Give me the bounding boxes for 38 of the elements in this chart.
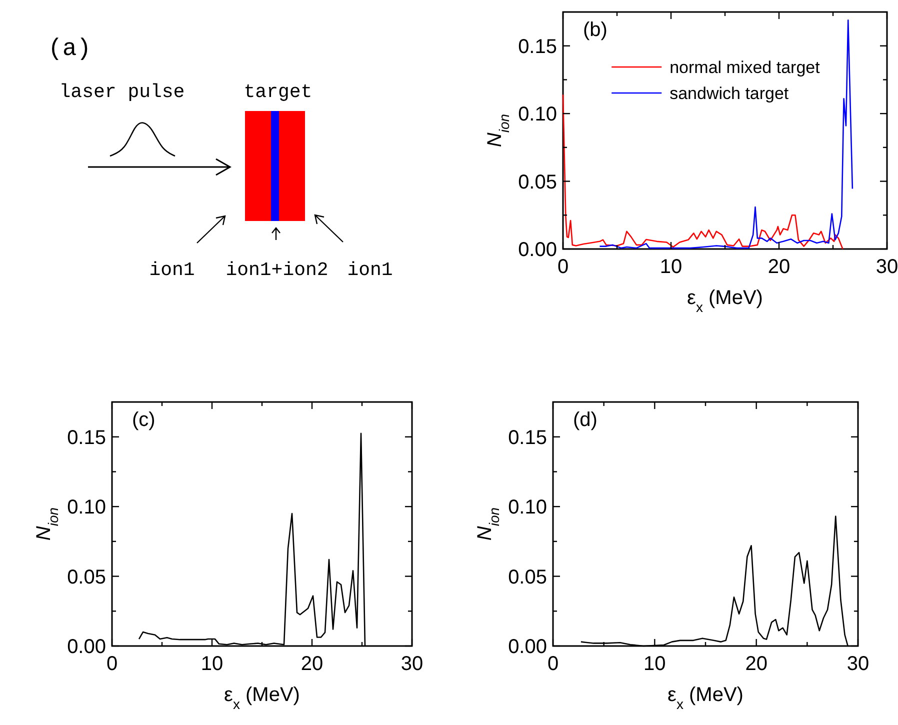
- legend-label: sandwich target: [670, 84, 789, 103]
- legend-label: normal mixed target: [670, 58, 820, 77]
- x-tick-label: 0: [547, 653, 559, 675]
- x-axis-title: ε$_{x}$ (MeV): [668, 684, 744, 712]
- x-tick-label: 10: [644, 653, 666, 675]
- x-tick-label: 30: [400, 653, 424, 675]
- x-axis-title: ε$_{x}$ (MeV): [687, 287, 763, 315]
- text: ion1: [347, 259, 393, 281]
- text: (a): [48, 36, 92, 63]
- y-tick-label: 0.10: [67, 496, 106, 519]
- y-tick-label: 0.00: [67, 636, 106, 658]
- x-tick-label: 10: [660, 256, 682, 278]
- y-tick-label: 0.05: [508, 566, 547, 588]
- y-tick-label: 0.15: [518, 36, 557, 58]
- text: laser pulse: [59, 81, 185, 103]
- x-tick-label: 0: [106, 653, 118, 675]
- y-tick-label: 0.15: [508, 426, 547, 449]
- text: ion1: [149, 259, 195, 281]
- x-axis-title: ε$_{x}$ (MeV): [224, 684, 300, 712]
- x-tick-label: 20: [300, 653, 324, 675]
- y-tick-label: 0.10: [518, 104, 557, 126]
- y-tick-label: 0.05: [67, 566, 106, 588]
- y-tick-label: 0.00: [508, 636, 547, 658]
- text: ion1+ion2: [226, 259, 328, 281]
- text: target: [244, 81, 312, 103]
- y-tick-label: 0.15: [67, 426, 106, 449]
- x-tick-label: 30: [846, 653, 870, 675]
- x-tick-label: 20: [768, 256, 790, 278]
- chart-title: (c): [132, 409, 156, 431]
- y-tick-label: 0.00: [518, 239, 557, 261]
- y-tick-label: 0.10: [508, 496, 547, 519]
- x-tick-label: 20: [745, 653, 768, 675]
- x-tick-label: 10: [200, 653, 224, 675]
- chart-title: (d): [573, 409, 598, 431]
- x-tick-label: 30: [876, 256, 898, 278]
- y-tick-label: 0.05: [518, 171, 557, 194]
- chart-title: (b): [583, 19, 608, 41]
- x-tick-label: 0: [557, 256, 569, 278]
